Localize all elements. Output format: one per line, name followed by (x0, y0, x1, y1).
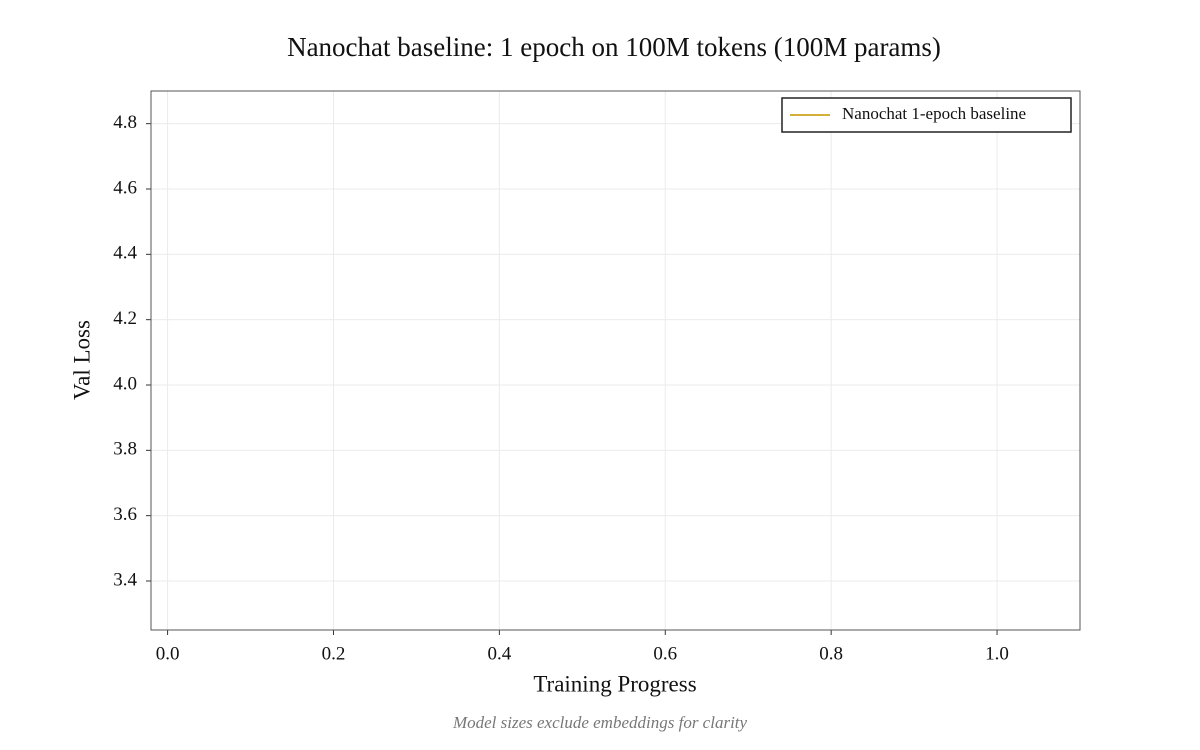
plot-frame (150, 90, 1081, 631)
x-tick-label: 0.0 (156, 643, 180, 664)
chart-title: Nanochat baseline: 1 epoch on 100M token… (287, 32, 941, 62)
y-tick-label: 3.6 (113, 504, 137, 525)
y-axis-label: Val Loss (69, 320, 94, 400)
legend-box (781, 97, 1072, 133)
x-axis-label: Training Progress (533, 671, 696, 696)
x-tick-label: 0.6 (653, 643, 677, 664)
y-tick-label: 3.4 (113, 569, 137, 590)
x-tick-label: 0.8 (819, 643, 843, 664)
legend-label: Nanochat 1-epoch baseline (842, 104, 1026, 123)
y-tick-label: 4.2 (113, 308, 137, 329)
y-tick-label: 4.0 (113, 373, 137, 394)
x-tick-label: 0.2 (322, 643, 346, 664)
x-tick-label: 1.0 (985, 643, 1009, 664)
footnote: Model sizes exclude embeddings for clari… (452, 713, 748, 732)
x-tick-label: 0.4 (488, 643, 512, 664)
y-tick-label: 4.8 (113, 112, 137, 133)
y-tick-label: 4.6 (113, 177, 137, 198)
y-tick-label: 3.8 (113, 439, 137, 460)
y-tick-label: 4.4 (113, 243, 137, 264)
